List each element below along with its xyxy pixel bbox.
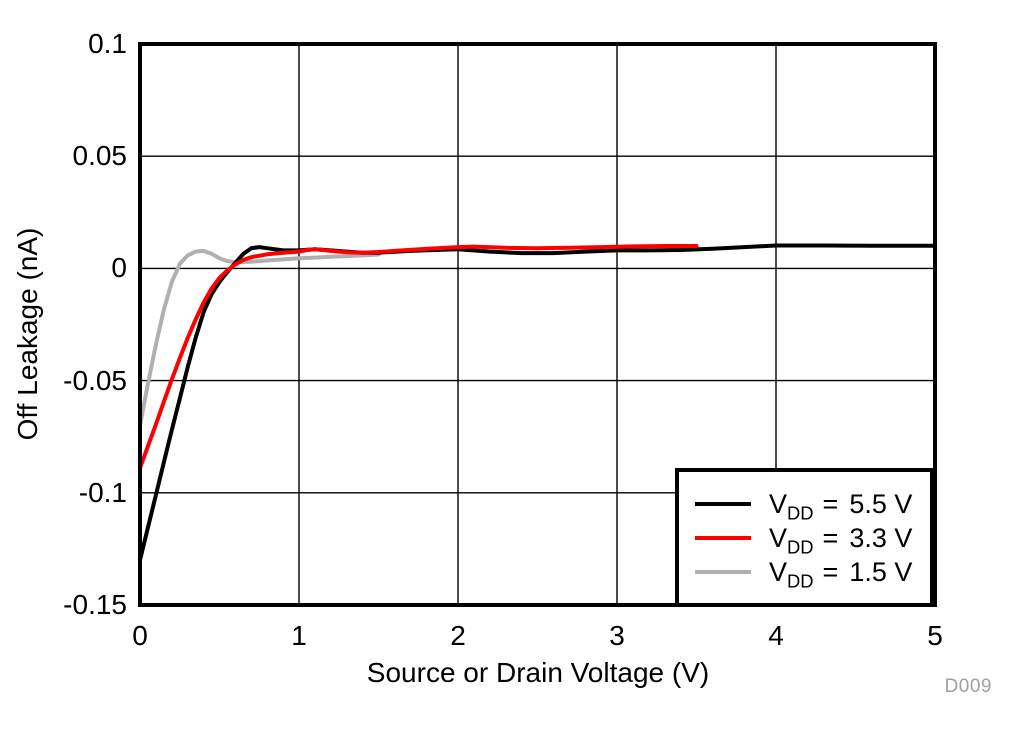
plot-border (138, 42, 937, 607)
y-tick-label: 0.05 (72, 140, 128, 172)
x-tick-label: 0 (132, 620, 148, 651)
x-tick-label: 2 (450, 620, 466, 651)
legend-entry-5v5: VDD = 5.5 V (695, 487, 930, 523)
x-tick-label: 5 (927, 620, 943, 651)
legend-entry-1v5: VDD = 1.5 V (695, 555, 930, 591)
y-tick-label: 0 (111, 252, 127, 284)
x-tick-label: 4 (768, 620, 784, 651)
legend-line-sample-black (695, 501, 751, 506)
y-tick-label: -0.1 (78, 476, 127, 508)
x-axis-title: Source or Drain Voltage (V) (366, 657, 710, 688)
figure-id-label: D009 (944, 676, 992, 697)
legend-label-1v5: VDD = 1.5 V (769, 556, 913, 591)
legend-entry-3v3: VDD = 3.3 V (695, 521, 930, 557)
x-tick-label: 3 (609, 620, 625, 651)
legend-line-sample-gray (695, 569, 751, 574)
y-axis-title: Off Leakage (nA) (12, 227, 43, 441)
x-tick-label: 1 (291, 620, 307, 651)
y-tick-label: -0.05 (63, 364, 127, 396)
legend-line-sample-red (695, 535, 751, 540)
legend-label-3v3: VDD = 3.3 V (769, 522, 913, 557)
series-line-vdd-3v3 (138, 244, 699, 471)
y-tick-label: -0.15 (63, 589, 127, 620)
series-line-vdd-1v5 (138, 248, 381, 428)
gridlines (140, 44, 935, 605)
y-tick-label: 0.1 (88, 28, 127, 59)
legend-box: VDD = 5.5 V VDD = 3.3 V VDD = 1.5 V (675, 468, 934, 607)
legend-label-5v5: VDD = 5.5 V (769, 488, 913, 523)
